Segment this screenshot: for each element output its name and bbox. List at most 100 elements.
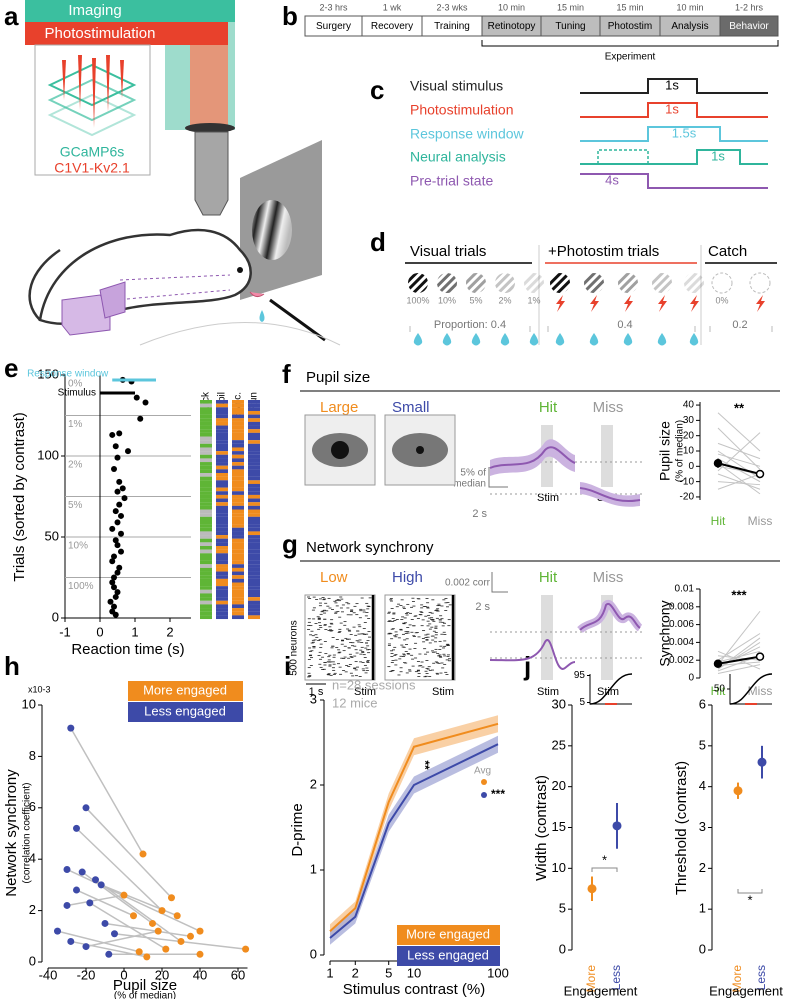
reaction-dot [118, 512, 124, 519]
x-tick-label: 100 [487, 965, 509, 980]
y-tick-label: 50 [45, 528, 59, 543]
state-stripe [200, 608, 212, 612]
stage-name: Retinotopy [488, 21, 536, 32]
state-stripe [200, 509, 212, 514]
row-duration: 1.5s [672, 125, 697, 140]
contrast-label: 5% [469, 295, 482, 305]
state-stripe [232, 400, 244, 404]
state-stripe [232, 608, 244, 612]
y-tick-label: 0.004 [669, 637, 694, 648]
state-stripe [232, 513, 244, 517]
state-stripe [248, 516, 260, 521]
timing-dashed [597, 149, 649, 164]
state-stripe [200, 491, 212, 495]
x-tick-label: 60 [231, 967, 245, 982]
y-tick-label: 3 [310, 691, 317, 706]
proportion: 0.4 [617, 319, 632, 331]
state-stripe [216, 615, 228, 620]
group-label: 5% [68, 500, 83, 511]
state-stripe [248, 611, 260, 616]
state-stripe [232, 432, 244, 437]
state-stripe [232, 524, 244, 528]
water-drop [259, 310, 265, 322]
y-tick-label: 25 [552, 737, 566, 752]
state-stripe [216, 531, 228, 536]
state-stripe [216, 509, 228, 514]
scale-label: 2 s [475, 601, 490, 613]
inset-box [34, 44, 151, 176]
y-axis-label: Network synchrony [3, 769, 20, 897]
state-stripe [200, 549, 212, 554]
state-stripe [200, 513, 212, 517]
state-stripe [200, 575, 212, 579]
state-stripe [216, 608, 228, 612]
reaction-dot [116, 564, 123, 571]
panel-label: c [370, 75, 384, 105]
row-label: Visual stimulus [410, 78, 503, 94]
condition: Hit [539, 569, 558, 586]
y-tick-label: 30 [683, 415, 695, 426]
pair-line [717, 637, 761, 670]
grating-icon [466, 273, 486, 293]
state-stripe [232, 535, 244, 539]
state-stripe [200, 567, 212, 572]
state-stripe [216, 498, 228, 503]
reaction-dot [137, 415, 144, 422]
y-tick-label: 10 [683, 446, 695, 457]
state-stripe [200, 458, 212, 463]
state-stripe [248, 414, 260, 419]
bracket [481, 40, 779, 47]
stage-name: Behavior [729, 21, 769, 32]
grating-icon [684, 273, 704, 293]
point [54, 927, 61, 935]
state-stripe [216, 502, 228, 506]
imaging-label: Imaging [68, 2, 121, 19]
point [587, 884, 597, 894]
significance: ** [734, 400, 745, 415]
state-stripe [232, 611, 244, 616]
inset-tick-label: 95 [574, 670, 586, 681]
reaction-dot [111, 553, 117, 560]
state-stripe [248, 553, 260, 557]
reaction-dot [112, 611, 119, 618]
state-stripe [200, 429, 212, 433]
reward-drop [555, 333, 565, 346]
point [173, 912, 181, 920]
point [86, 899, 94, 907]
stim-label: Stim [537, 492, 559, 504]
state-stripe [200, 403, 212, 408]
x-tick-label: 40 [193, 967, 207, 982]
state-stripe [216, 410, 228, 415]
state-stripe [248, 418, 260, 422]
pair-line [85, 930, 159, 948]
state-stripe [216, 535, 228, 539]
state-stripe [200, 440, 212, 444]
x-tick-label: More [730, 965, 744, 993]
y-tick-label: 0 [52, 609, 59, 624]
state-stripe [216, 520, 228, 525]
state-stripe [216, 403, 228, 408]
reward-drop [529, 333, 539, 346]
state-stripe [248, 600, 260, 605]
stim-label: Stim [432, 686, 454, 698]
state-stripe [216, 462, 228, 466]
reaction-dot [111, 584, 117, 591]
stage-name: Tuning [555, 21, 585, 32]
state-stripe [216, 571, 228, 576]
y-tick-label: 0 [688, 461, 694, 472]
pair-line [95, 879, 182, 943]
x-tick-label: 2 [352, 965, 359, 980]
x-tick-label: 20 [155, 967, 169, 982]
condition: Miss [593, 399, 624, 416]
state-stripe [232, 597, 244, 601]
y-tick-label: 15 [552, 819, 566, 834]
legend-box [128, 681, 243, 701]
stage-name: Analysis [671, 21, 708, 32]
reaction-dot [111, 465, 117, 472]
state-stripe [232, 586, 244, 590]
state-stripe [232, 447, 244, 452]
photostim-icon [690, 295, 699, 312]
state-stripe [248, 432, 260, 437]
point [135, 948, 143, 956]
state-stripe [232, 414, 244, 419]
